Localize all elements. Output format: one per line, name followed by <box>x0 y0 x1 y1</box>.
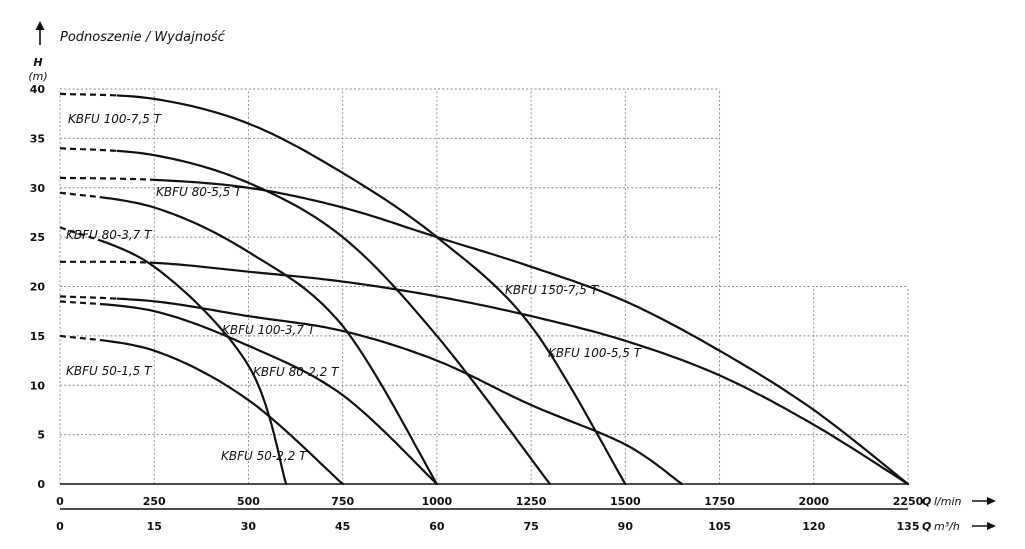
performance-curve <box>116 297 683 486</box>
x-tick-label: 1750 <box>704 495 735 508</box>
curve-dashed-segment <box>60 260 155 264</box>
grid <box>59 88 909 484</box>
x-tick-label: 250 <box>143 495 166 508</box>
curve-dashed-segment <box>59 334 102 342</box>
performance-curve <box>116 149 552 486</box>
curve-dashed-segment <box>60 176 155 181</box>
series-label: KBFU 50-1,5 T <box>66 364 153 378</box>
y-tick-label: 25 <box>30 231 45 244</box>
x-tick-label: 750 <box>331 495 354 508</box>
y-axis-name: H <box>33 56 42 69</box>
x-tick-label: 500 <box>237 495 260 508</box>
series-label: KBFU 100-7,5 T <box>68 112 163 126</box>
x2-axis-unit: m³/h <box>934 520 960 533</box>
x2-tick-label: 120 <box>802 520 825 533</box>
performance-curve <box>153 178 910 486</box>
y-tick-label: 10 <box>30 379 46 392</box>
x2-tick-label: 105 <box>708 520 731 533</box>
performance-curve <box>100 303 438 486</box>
series-label: KBFU 80-5,5 T <box>156 185 243 199</box>
y-axis-unit: (m) <box>28 70 47 83</box>
y-tick-label: 0 <box>37 478 45 491</box>
curve-dashed-segment <box>59 226 102 242</box>
x2-tick-label: 135 <box>897 520 920 533</box>
curves <box>59 92 910 486</box>
curve-dashed-segment <box>59 147 118 152</box>
axes <box>60 483 908 510</box>
performance-curve <box>116 94 627 486</box>
series-label: KBFU 150-7,5 T <box>505 283 600 297</box>
x-axis-unit: l/min <box>934 495 962 508</box>
x-tick-label: 1000 <box>422 495 453 508</box>
x-tick-label: 0 <box>56 495 64 508</box>
performance-curve <box>153 261 910 486</box>
curve-dashed-segment <box>59 295 118 300</box>
performance-curve <box>100 339 344 486</box>
series-labels: KBFU 100-7,5 T KBFU 80-5,5 T KBFU 150-7,5 … <box>66 112 643 463</box>
y-tick-label: 35 <box>30 132 45 145</box>
series-label: KBFU 50-2,2 T <box>221 449 308 463</box>
x-tick-label: 2000 <box>798 495 829 508</box>
x-axis-name: Q <box>922 495 931 508</box>
right-arrow-icon <box>972 497 996 505</box>
x-tick-label: 1250 <box>516 495 547 508</box>
right-arrow-icon <box>972 522 996 530</box>
series-label: KBFU 100-5,5 T <box>548 346 643 360</box>
curve-dashed-segment <box>59 191 102 199</box>
x2-tick-label: 15 <box>147 520 162 533</box>
curve-dashed-segment <box>59 300 102 306</box>
chart-title: Podnoszenie / Wydajność <box>60 30 226 45</box>
x-tick-label: 1500 <box>610 495 641 508</box>
x-tick-label: 2250 <box>893 495 924 508</box>
series-label: KBFU 80-3,7 T <box>66 228 153 242</box>
y-tick-label: 30 <box>30 182 46 195</box>
performance-curve <box>100 239 288 486</box>
x2-tick-label: 75 <box>523 520 538 533</box>
x2-tick-label: 90 <box>618 520 634 533</box>
y-tick-label: 15 <box>30 330 45 343</box>
curve-dashed-segment <box>59 92 118 97</box>
up-arrow-icon <box>35 21 45 45</box>
x2-tick-label: 0 <box>56 520 64 533</box>
y-tick-label: 40 <box>30 83 46 96</box>
performance-curve <box>100 196 438 486</box>
series-label: KBFU 80-2,2 T <box>253 365 340 379</box>
x2-tick-label: 45 <box>335 520 350 533</box>
x2-axis-name: Q <box>922 520 931 533</box>
x2-tick-label: 60 <box>429 520 445 533</box>
y-tick-label: 20 <box>30 281 46 294</box>
x2-tick-label: 30 <box>241 520 257 533</box>
series-label: KBFU 100-3,7 T <box>222 323 317 337</box>
y-tick-label: 5 <box>37 429 45 442</box>
